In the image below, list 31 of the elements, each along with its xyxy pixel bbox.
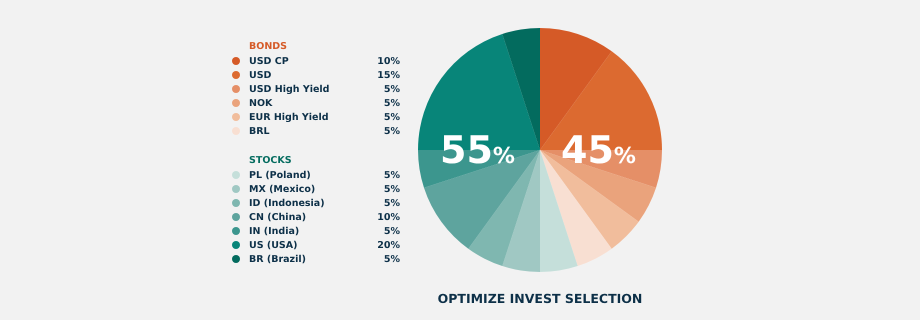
legend-label: USD <box>249 70 272 80</box>
legend-label: US (USA) <box>249 240 298 250</box>
legend-label: ID (Indonesia) <box>249 198 326 208</box>
legend-label: IN (India) <box>249 226 300 236</box>
data-label: 5% <box>384 98 400 108</box>
data-label: 10% <box>377 56 400 66</box>
data-label: 5% <box>384 184 400 194</box>
text: OPTIMIZE INVEST SELECTION <box>436 291 644 306</box>
text: 45% <box>561 128 636 172</box>
text: 55% <box>440 128 515 172</box>
legend-label: USD High Yield <box>249 84 330 94</box>
data-label: 15% <box>377 70 400 80</box>
data-label: 5% <box>384 112 400 122</box>
legend-label: BR (Brazil) <box>249 254 307 264</box>
data-label: 5% <box>384 126 400 136</box>
legend-label: NOK <box>249 98 274 108</box>
legend-label: MX (Mexico) <box>249 184 316 194</box>
legend-label: BRL <box>249 126 271 136</box>
data-label: 5% <box>384 84 400 94</box>
data-label: 5% <box>384 226 400 236</box>
text: STOCKS <box>248 154 293 168</box>
data-label: 10% <box>377 212 400 222</box>
legend-label: PL (Poland) <box>249 170 312 180</box>
legend-label: EUR High Yield <box>249 112 330 122</box>
legend-label: USD CP <box>249 56 290 66</box>
data-label: 5% <box>384 170 400 180</box>
legend-label: CN (China) <box>249 212 308 222</box>
data-label: 5% <box>384 254 400 264</box>
data-label: 20% <box>377 240 400 250</box>
data-label: 5% <box>384 198 400 208</box>
text: BONDS <box>248 40 288 54</box>
